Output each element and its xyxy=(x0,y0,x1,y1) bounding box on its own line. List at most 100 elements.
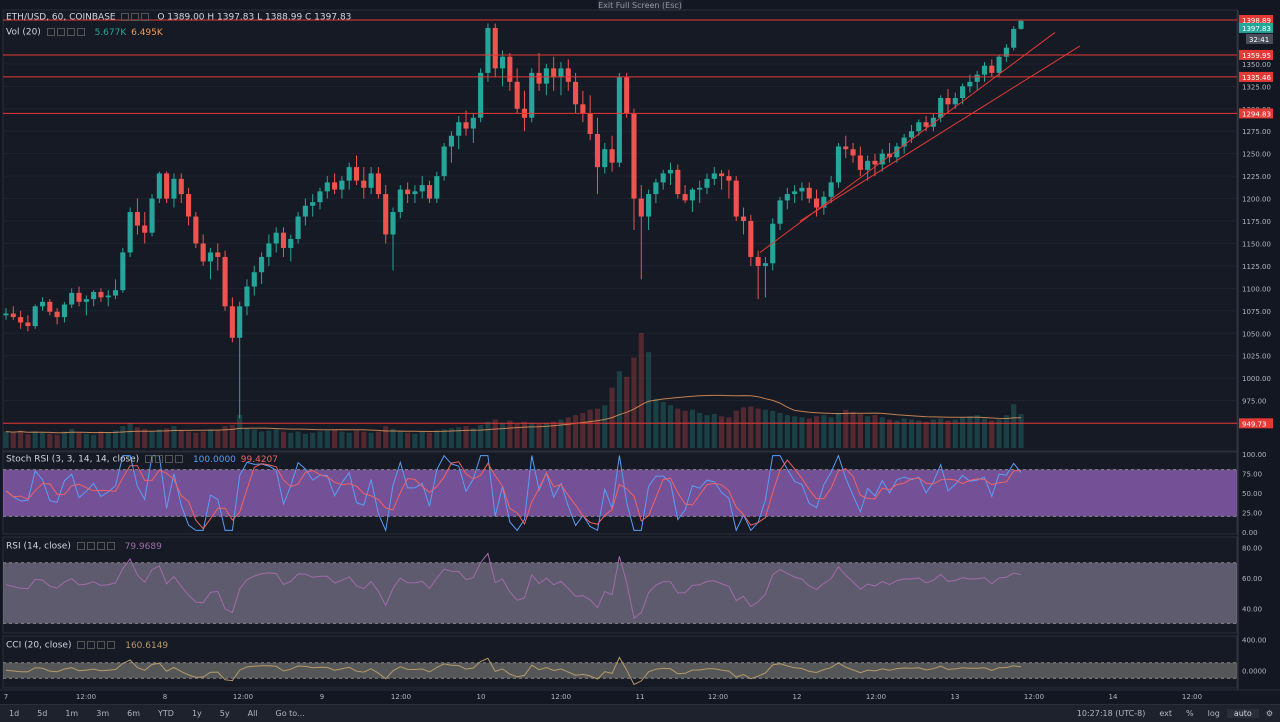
log-button[interactable]: log xyxy=(1207,709,1220,718)
more-icon[interactable] xyxy=(106,541,115,550)
candle-body xyxy=(397,189,403,213)
exit-fullscreen-button[interactable]: Exit Full Screen (Esc) xyxy=(598,0,682,11)
candle-body xyxy=(872,160,878,165)
cci-buttons[interactable] xyxy=(77,640,117,650)
rsi-buttons[interactable] xyxy=(76,541,117,551)
volume-bar xyxy=(536,423,542,448)
timeframe-ytd[interactable]: YTD xyxy=(158,709,174,718)
volume-bar xyxy=(448,428,454,448)
volume-bar xyxy=(426,432,433,448)
candle-body xyxy=(981,65,988,75)
settings-icon[interactable] xyxy=(86,541,95,550)
volume-bar xyxy=(646,352,652,448)
candle-body xyxy=(156,173,162,199)
volume-bar xyxy=(251,429,257,448)
timeframe-3m[interactable]: 3m xyxy=(96,709,110,718)
candle-body xyxy=(646,194,652,217)
volume-bar xyxy=(923,421,929,448)
time-tick-label: 8 xyxy=(163,693,167,701)
volume-legend-buttons[interactable] xyxy=(46,27,87,37)
settings-icon[interactable] xyxy=(56,27,65,36)
candle-body xyxy=(602,149,608,168)
candle-body xyxy=(514,81,520,109)
timeframe-1d[interactable]: 1d xyxy=(9,709,20,718)
time-tick-label: 12:00 xyxy=(708,693,728,701)
timeframe-1y[interactable]: 1y xyxy=(191,709,202,718)
auto-button[interactable]: auto xyxy=(1226,709,1259,718)
clock-display[interactable]: 10:27:18 (UTC-8) xyxy=(1076,709,1146,718)
volume-bar xyxy=(748,406,754,448)
more-icon[interactable] xyxy=(76,27,85,36)
volume-bar xyxy=(719,416,725,448)
close-icon[interactable] xyxy=(96,541,105,550)
price-level-tag xyxy=(1239,49,1273,60)
candle-body xyxy=(244,286,250,307)
ext-button[interactable]: ext xyxy=(1159,709,1172,718)
settings-icon[interactable] xyxy=(131,12,140,21)
candle-body xyxy=(558,68,564,78)
rsi-legend: RSI (14, close) 79.9689 xyxy=(6,541,162,552)
candle-body xyxy=(616,77,622,163)
more-icon[interactable] xyxy=(107,640,116,649)
candle-body xyxy=(441,146,447,177)
volume-bar xyxy=(821,415,827,448)
volume-bar xyxy=(806,418,812,448)
volume-bar xyxy=(638,333,644,448)
price-tick-label: 1100.00 xyxy=(1242,285,1271,293)
close-icon[interactable] xyxy=(165,454,174,463)
settings-icon[interactable] xyxy=(155,454,164,463)
timeframe-6m[interactable]: 6m xyxy=(127,709,141,718)
settings-icon[interactable] xyxy=(87,640,96,649)
volume-bar xyxy=(843,409,849,448)
candle-body xyxy=(565,68,571,82)
volume-bar xyxy=(697,412,703,448)
candle-body xyxy=(215,252,221,257)
candle-body xyxy=(39,301,46,307)
volume-bar xyxy=(726,417,732,448)
volume-bar xyxy=(419,431,425,448)
volume-bar xyxy=(865,416,871,448)
stoch-rsi-buttons[interactable] xyxy=(145,454,185,464)
goto-date-button[interactable]: Go to... xyxy=(275,709,305,718)
close-icon[interactable] xyxy=(141,12,150,21)
candle-body xyxy=(368,173,374,188)
price-level-label: 1398.89 xyxy=(1242,17,1271,25)
candle-body xyxy=(755,256,761,266)
close-icon[interactable] xyxy=(66,27,75,36)
volume-bar xyxy=(324,430,330,448)
candle-body xyxy=(259,256,265,273)
legend-buttons[interactable] xyxy=(121,12,151,22)
volume-bar xyxy=(485,421,491,448)
candle-body xyxy=(61,304,67,318)
hide-icon[interactable] xyxy=(145,454,154,463)
hide-icon[interactable] xyxy=(121,12,130,21)
timeframe-1m[interactable]: 1m xyxy=(65,709,79,718)
hide-icon[interactable] xyxy=(46,27,55,36)
rsi-value: 79.9689 xyxy=(124,541,162,552)
close-icon[interactable] xyxy=(97,640,106,649)
more-icon[interactable] xyxy=(175,454,184,463)
candle-body xyxy=(1003,47,1009,57)
candle-body xyxy=(806,187,812,199)
candle-body xyxy=(193,216,199,244)
candle-body xyxy=(383,194,389,235)
volume-bar xyxy=(813,416,820,448)
candle-body xyxy=(91,291,97,300)
gear-icon[interactable]: ⚙ xyxy=(1265,709,1273,718)
volume-bar xyxy=(1003,415,1009,448)
stoch-k-line xyxy=(5,454,1022,533)
hide-icon[interactable] xyxy=(77,640,86,649)
timeframe-all[interactable]: All xyxy=(247,709,258,718)
volume-bar xyxy=(76,432,82,448)
timeframe-5d[interactable]: 5d xyxy=(37,709,48,718)
timeframe-5y[interactable]: 5y xyxy=(219,709,230,718)
hide-icon[interactable] xyxy=(76,541,85,550)
time-tick-label: 13 xyxy=(951,693,960,701)
candle-body xyxy=(310,202,316,206)
percent-button[interactable]: % xyxy=(1186,709,1194,718)
candle-body xyxy=(302,205,308,217)
volume-bar xyxy=(412,433,418,448)
candle-body xyxy=(324,182,330,192)
candle-body xyxy=(434,176,440,199)
